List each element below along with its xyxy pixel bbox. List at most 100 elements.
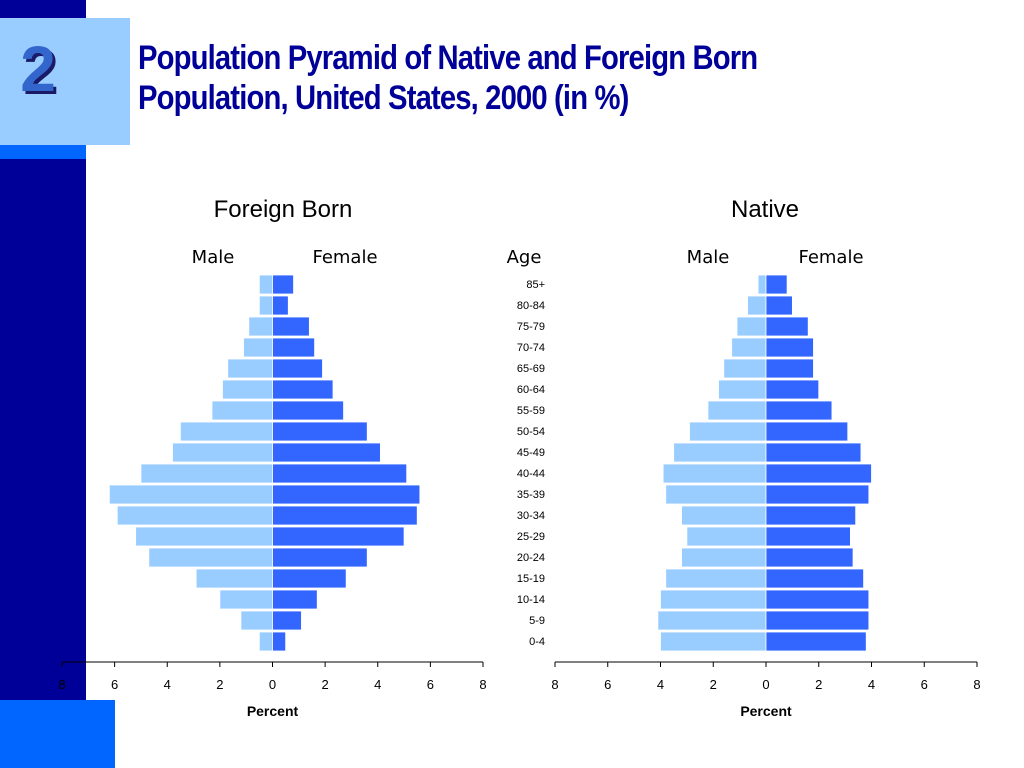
panel-2-female-bar-30-34: [765, 505, 857, 526]
panel-2-male-bar-65-69: [723, 358, 767, 379]
panel-1-male-bar-65-69: [227, 358, 273, 379]
panel-2-female-bar-20-24: [765, 547, 854, 568]
panel-2-male-bar-75-79: [736, 316, 767, 337]
panel-1-male-bar-55-59: [211, 400, 273, 421]
panel-2-x-tick-label: 0: [762, 677, 769, 692]
panel-2-female-bar-0-4: [765, 631, 867, 652]
panel-2-x-tick-label: 8: [973, 677, 980, 692]
panel-2-female-bar-75-79: [765, 316, 809, 337]
panel-1-female-label: Female: [312, 247, 377, 268]
panel-2-female-bar-80-84: [765, 295, 793, 316]
age-label-55-59: 55-59: [517, 405, 545, 417]
age-label-35-39: 35-39: [517, 489, 545, 501]
age-label-5-9: 5-9: [529, 615, 545, 627]
panel-1-male-bar-20-24: [148, 547, 273, 568]
panel-1-female-bar-35-39: [272, 484, 421, 505]
panel-1-male-bar-15-19: [195, 568, 273, 589]
panel-1-male-bar-10-14: [219, 589, 273, 610]
panel-1-female-bar-85+: [272, 274, 294, 295]
panel-1-male-bar-75-79: [248, 316, 273, 337]
panel-2-male-label: Male: [687, 247, 730, 268]
panel-2-x-axis-title: Percent: [740, 703, 792, 719]
age-label-75-79: 75-79: [517, 321, 545, 333]
panel-2-x-tick-label: 6: [921, 677, 928, 692]
panel-1-female-bar-75-79: [272, 316, 310, 337]
age-label-40-44: 40-44: [517, 468, 545, 480]
panel-2-male-bar-60-64: [718, 379, 767, 400]
panel-1-female-bar-0-4: [272, 631, 287, 652]
age-label-65-69: 65-69: [517, 363, 545, 375]
panel-1-male-bar-50-54: [180, 421, 273, 442]
panel-1-male-bar-85+: [258, 274, 273, 295]
age-label-85+: 85+: [526, 279, 545, 291]
panel-2-title: Native: [731, 196, 799, 223]
panel-2-male-bar-10-14: [660, 589, 767, 610]
panel-2-female-bar-5-9: [765, 610, 870, 631]
panel-2-male-bar-45-49: [673, 442, 767, 463]
panel-2-male-bar-40-44: [662, 463, 767, 484]
panel-1-x-tick-label: 2: [322, 677, 329, 692]
panel-2-x-tick-label: 8: [551, 677, 558, 692]
panel-2-female-bar-45-49: [765, 442, 862, 463]
panel-2-female-bar-55-59: [765, 400, 833, 421]
panel-1-male-bar-25-29: [135, 526, 273, 547]
panel-1-x-tick-label: 6: [111, 677, 118, 692]
panel-1-male-bar-70-74: [243, 337, 273, 358]
slide-number-box: [0, 18, 130, 145]
panel-1-x-axis-title: Percent: [247, 703, 299, 719]
panel-1-x-tick-label: 8: [479, 677, 486, 692]
panel-1-male-bar-30-34: [116, 505, 273, 526]
panel-1-female-bar-70-74: [272, 337, 315, 358]
slide-title-line-1: Population Pyramid of Native and Foreign…: [138, 39, 758, 77]
panel-1-female-bar-50-54: [272, 421, 368, 442]
panel-2-female-bar-15-19: [765, 568, 864, 589]
panel-1-female-bar-10-14: [272, 589, 318, 610]
slide-title: Population Pyramid of Native and Foreign…: [138, 38, 860, 118]
panel-1-female-bar-60-64: [272, 379, 334, 400]
panel-1-male-bar-80-84: [258, 295, 273, 316]
panel-1-female-bar-80-84: [272, 295, 289, 316]
panel-1-male-bar-0-4: [258, 631, 273, 652]
panel-1-x-tick-label: 4: [164, 677, 171, 692]
panel-1-female-bar-15-19: [272, 568, 347, 589]
panel-2-female-bar-70-74: [765, 337, 814, 358]
panel-1-age-label: Age: [507, 247, 542, 268]
age-label-70-74: 70-74: [517, 342, 545, 354]
age-label-25-29: 25-29: [517, 531, 545, 543]
panel-1-x-tick-label: 0: [269, 677, 276, 692]
panel-1-female-bar-30-34: [272, 505, 418, 526]
panel-1-female-bar-55-59: [272, 400, 344, 421]
panel-2-male-bar-25-29: [686, 526, 767, 547]
panel-2-female-bar-85+: [765, 274, 788, 295]
panel-2-male-bar-85+: [757, 274, 767, 295]
panel-1-male-bar-40-44: [140, 463, 273, 484]
panel-1-female-bar-65-69: [272, 358, 323, 379]
sidebar-bottom-band: [0, 700, 115, 768]
panel-1-male-bar-35-39: [108, 484, 273, 505]
age-label-60-64: 60-64: [517, 384, 545, 396]
panel-1-male-label: Male: [192, 247, 235, 268]
panel-2-female-bar-10-14: [765, 589, 870, 610]
panel-2-male-bar-50-54: [689, 421, 767, 442]
panel-1-x-tick-label: 6: [427, 677, 434, 692]
panel-2-male-bar-0-4: [660, 631, 767, 652]
panel-2-male-bar-35-39: [665, 484, 767, 505]
accent-strip: [0, 145, 86, 159]
panel-2-male-bar-70-74: [731, 337, 767, 358]
panel-1-x-tick-label: 4: [374, 677, 381, 692]
age-label-30-34: 30-34: [517, 510, 545, 522]
age-label-0-4: 0-4: [529, 636, 545, 648]
panel-1-male-bar-45-49: [172, 442, 273, 463]
panel-1-x-tick-label: 2: [216, 677, 223, 692]
panel-2-male-bar-55-59: [707, 400, 767, 421]
slide-number: 2: [20, 33, 56, 105]
age-label-10-14: 10-14: [517, 594, 545, 606]
panel-1-female-bar-20-24: [272, 547, 368, 568]
panel-2-male-bar-30-34: [681, 505, 767, 526]
panel-2-female-bar-50-54: [765, 421, 849, 442]
slide-title-line-2: Population, United States, 2000 (in %): [138, 79, 629, 117]
panel-1-x-tick-label: 8: [58, 677, 65, 692]
panel-2-female-bar-25-29: [765, 526, 851, 547]
panel-2-x-tick-label: 2: [710, 677, 717, 692]
